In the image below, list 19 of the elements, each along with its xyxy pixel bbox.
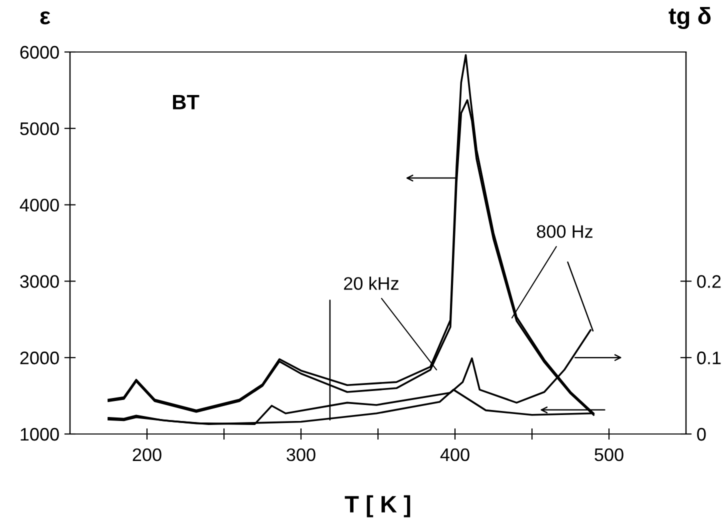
y-axis-title: ε — [40, 11, 50, 24]
y2-axis-title: tg δ — [668, 6, 711, 30]
annotation: 800 Hz — [536, 225, 592, 238]
y2-tick-label: 0 — [697, 428, 706, 441]
y-tick-label: 4000 — [20, 198, 59, 212]
x-tick-label: 500 — [594, 448, 624, 462]
y-tick-label: 1000 — [20, 428, 59, 441]
x-axis-title: T [ K ] — [344, 495, 410, 518]
x-tick-label: 200 — [132, 448, 162, 462]
y-tick-label: 6000 — [20, 46, 59, 59]
y-tick-label: 3000 — [20, 275, 59, 288]
x-tick-label: 400 — [440, 448, 470, 462]
x-tick-label: 300 — [286, 448, 316, 462]
y-tick-label: 2000 — [20, 352, 59, 364]
y2-tick-label: 0.2 — [697, 275, 721, 288]
y2-tick-label: 0.1 — [697, 352, 721, 364]
annotation: BT — [173, 94, 200, 110]
y-tick-label: 5000 — [20, 122, 59, 136]
annotation: 20 kHz — [344, 276, 398, 290]
